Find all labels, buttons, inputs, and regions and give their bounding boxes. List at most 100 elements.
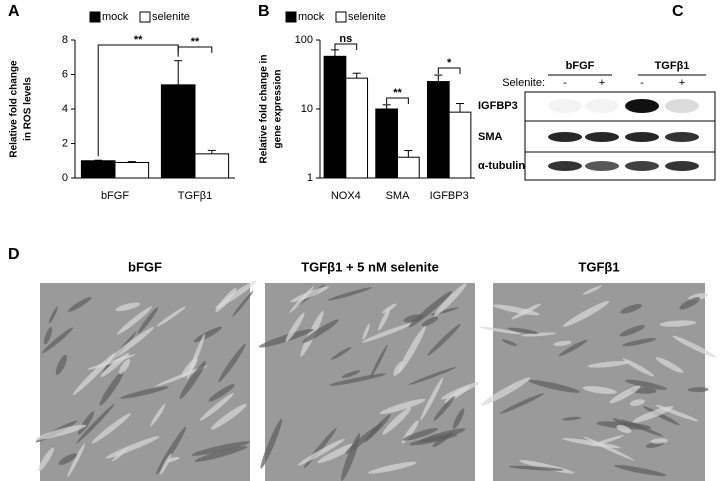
- cell: [297, 438, 345, 466]
- blot-treatment-label: Selenite:: [502, 77, 545, 89]
- significance-label: **: [393, 87, 402, 99]
- blot-band: [585, 132, 619, 142]
- cell: [77, 411, 95, 435]
- legend-swatch: [139, 11, 151, 23]
- cell: [521, 332, 557, 337]
- cell: [370, 344, 388, 378]
- cell: [100, 352, 130, 378]
- blot-band: [665, 161, 699, 171]
- cell: [44, 326, 53, 345]
- significance-label: *: [447, 57, 452, 69]
- cell: [68, 296, 92, 312]
- cell: [378, 308, 390, 331]
- cell: [620, 419, 664, 437]
- y-tick-label: 4: [62, 103, 68, 115]
- blot-band: [665, 132, 699, 142]
- cell: [452, 408, 465, 430]
- cell: [260, 418, 283, 469]
- image-title: TGFβ1: [578, 259, 619, 274]
- cell: [420, 377, 444, 421]
- y-tick-label: 8: [62, 34, 68, 46]
- cell: [72, 352, 116, 396]
- cell: [402, 428, 438, 441]
- cell: [38, 447, 54, 472]
- cell: [218, 343, 246, 383]
- cell: [317, 441, 361, 464]
- panel-label: C: [672, 3, 684, 20]
- cell: [629, 399, 645, 406]
- blot-band: [625, 132, 659, 142]
- y-axis-label: gene expression: [273, 70, 284, 149]
- x-tick-label: NOX4: [331, 190, 361, 202]
- cell: [289, 286, 315, 314]
- cell: [341, 433, 361, 481]
- cell: [48, 306, 58, 324]
- y-axis-label: Relative fold change in: [259, 55, 270, 164]
- image-title: bFGF: [128, 259, 162, 274]
- y-tick-label: 100: [295, 34, 313, 46]
- bar: [114, 161, 150, 179]
- cell: [156, 426, 187, 475]
- cell: [105, 436, 160, 459]
- cell: [582, 285, 602, 295]
- cell: [558, 339, 588, 357]
- cell: [67, 443, 86, 478]
- legend-swatch: [335, 11, 347, 23]
- cell: [672, 335, 717, 358]
- blot-sign: +: [679, 77, 685, 89]
- cell: [501, 339, 518, 346]
- blot-band: [548, 161, 582, 171]
- bar: [345, 77, 369, 179]
- cell: [258, 328, 314, 348]
- cell: [403, 314, 424, 323]
- cell: [155, 365, 208, 387]
- blot-row-label: SMA: [478, 131, 503, 143]
- cell: [232, 290, 254, 317]
- cell: [330, 346, 352, 360]
- cell: [625, 379, 667, 390]
- cell: [361, 322, 414, 343]
- micrograph: [493, 283, 705, 481]
- cell: [582, 386, 617, 394]
- significance-label: **: [191, 36, 200, 48]
- cell: [659, 320, 697, 327]
- blot-sign: -: [640, 77, 644, 89]
- cell: [655, 357, 684, 373]
- cell: [434, 283, 467, 317]
- cell: [499, 393, 545, 414]
- cell: [42, 327, 74, 354]
- cell: [432, 432, 453, 448]
- cell: [193, 326, 222, 343]
- cell: [492, 304, 540, 316]
- cell: [362, 323, 370, 340]
- y-axis-label: in ROS levels: [23, 77, 34, 141]
- legend-label: mock: [298, 11, 325, 23]
- cell: [620, 304, 642, 314]
- cell: [433, 396, 455, 421]
- cell: [379, 398, 426, 415]
- cell: [76, 404, 115, 444]
- cell: [612, 418, 633, 428]
- significance-bracket: [177, 46, 213, 53]
- cell: [507, 327, 539, 334]
- cell: [632, 406, 674, 423]
- cell: [290, 286, 329, 303]
- cell: [609, 385, 641, 404]
- cell: [115, 302, 141, 312]
- cell: [614, 464, 667, 477]
- blot-band: [665, 99, 699, 113]
- cell: [650, 438, 668, 444]
- cell: [382, 303, 397, 314]
- cell: [508, 465, 564, 471]
- cell: [622, 338, 657, 347]
- x-tick-label: bFGF: [101, 190, 129, 202]
- y-tick-label: 2: [62, 137, 68, 149]
- y-tick-label: 1: [307, 172, 313, 184]
- cell: [327, 287, 372, 301]
- cell: [150, 403, 166, 427]
- x-tick-label: TGFβ1: [178, 190, 212, 202]
- cell-texture: [35, 280, 257, 478]
- blot-sign: +: [599, 77, 605, 89]
- cell: [35, 424, 87, 440]
- bar: [397, 156, 420, 179]
